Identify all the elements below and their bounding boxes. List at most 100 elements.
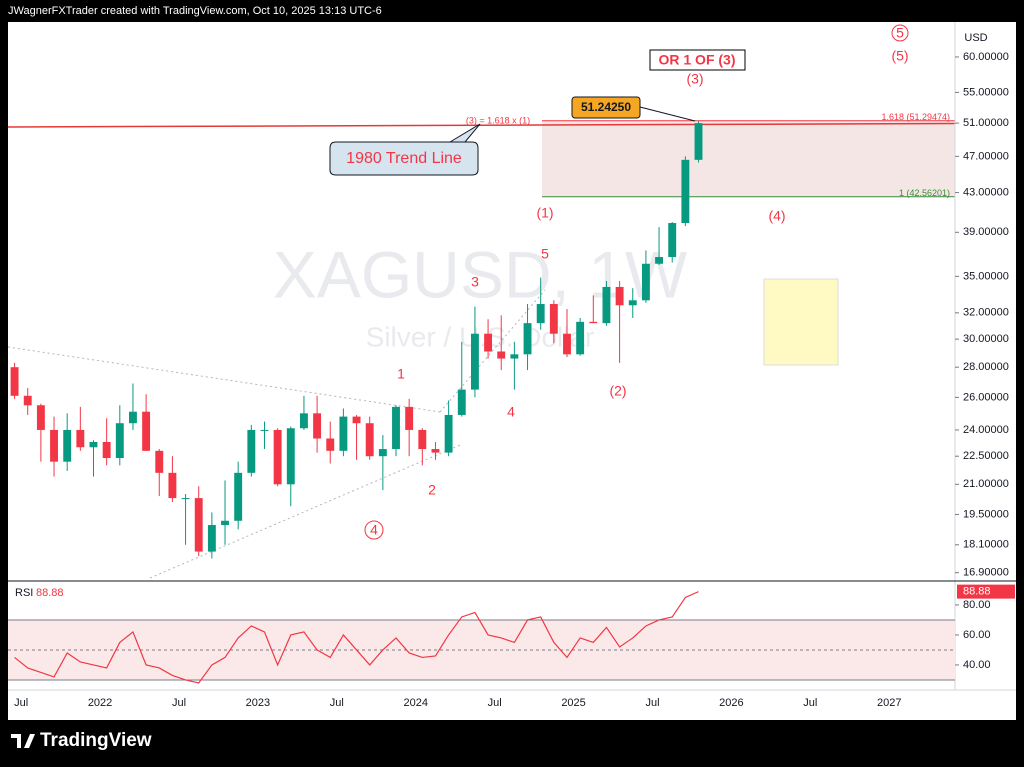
x-tick-label: Jul bbox=[645, 697, 659, 709]
candle-body bbox=[470, 333, 479, 390]
candle-body bbox=[155, 450, 164, 473]
x-tick-label: 2026 bbox=[719, 697, 743, 709]
y-tick-label: 24.00000 bbox=[963, 424, 1009, 436]
candle-body bbox=[168, 472, 177, 499]
x-tick-label: 2024 bbox=[403, 697, 427, 709]
watermark-subtitle: Silver / U.S. Dollar bbox=[366, 321, 595, 352]
callout-text: 1980 Trend Line bbox=[346, 150, 462, 167]
candle-body bbox=[536, 304, 545, 324]
candle-body bbox=[247, 429, 256, 473]
y-tick-label: 16.90000 bbox=[963, 567, 1009, 579]
candle-body bbox=[313, 413, 322, 439]
y-tick-label: 40.00 bbox=[963, 659, 991, 671]
wave-label: 2 bbox=[428, 482, 436, 498]
candle-body bbox=[89, 441, 98, 448]
footer-logo: TradingView bbox=[40, 730, 152, 751]
fib-zone: 1.618 (51.29474) 1 (42.56201) bbox=[542, 112, 955, 198]
rsi-value-label: 88.88 bbox=[963, 586, 991, 598]
wave-label: 3 bbox=[471, 274, 479, 290]
candle-body bbox=[655, 257, 664, 264]
candle-body bbox=[76, 429, 85, 448]
candle-body bbox=[260, 429, 269, 431]
wave-label: (5) bbox=[891, 48, 908, 64]
y-tick-label: 55.00000 bbox=[963, 86, 1009, 98]
candle-body bbox=[221, 520, 229, 526]
highlight-box bbox=[763, 278, 839, 366]
callout bbox=[329, 123, 481, 176]
x-tick-label: Jul bbox=[803, 697, 817, 709]
candles bbox=[10, 121, 703, 559]
x-tick-label: 2022 bbox=[88, 697, 112, 709]
header: JWagnerFXTrader created with TradingView… bbox=[8, 5, 382, 17]
price-label bbox=[571, 96, 641, 119]
y-tick-label: 30.00000 bbox=[963, 333, 1009, 345]
candle-body bbox=[484, 333, 493, 352]
y-tick-label: 19.50000 bbox=[963, 508, 1009, 520]
fib-shade bbox=[542, 120, 955, 197]
candle-body bbox=[299, 413, 308, 429]
candle-body bbox=[694, 123, 703, 160]
candle-body bbox=[339, 416, 348, 451]
rsi-value: 88.88 bbox=[36, 587, 64, 599]
candle-body bbox=[497, 351, 506, 359]
wave-label: 1 bbox=[397, 366, 405, 382]
x-tick-label: Jul bbox=[172, 697, 186, 709]
candle-body bbox=[431, 449, 440, 453]
y-tick-label: 60.00000 bbox=[963, 51, 1009, 63]
candle-body bbox=[194, 498, 203, 552]
x-tick-label: 2023 bbox=[246, 697, 270, 709]
candle-body bbox=[23, 395, 32, 406]
rsi-line bbox=[14, 591, 699, 684]
x-tick-label: Jul bbox=[14, 697, 28, 709]
y-tick-label: 35.00000 bbox=[963, 270, 1009, 282]
candle-body bbox=[510, 354, 519, 359]
candle-body bbox=[10, 367, 19, 396]
wave-label: 5 bbox=[541, 246, 549, 262]
y-axis-label: USD bbox=[964, 32, 987, 44]
y-tick-label: 39.00000 bbox=[963, 226, 1009, 238]
candle-body bbox=[549, 304, 558, 334]
candle-body bbox=[405, 406, 414, 430]
wave-label: (3) bbox=[686, 71, 703, 87]
logo-icon bbox=[11, 734, 35, 748]
candle-body bbox=[181, 498, 190, 500]
candle-body bbox=[681, 159, 690, 224]
y-tick-label: 21.00000 bbox=[963, 478, 1009, 490]
candle-body bbox=[576, 321, 585, 355]
x-tick-label: Jul bbox=[330, 697, 344, 709]
y-tick-label: 43.00000 bbox=[963, 186, 1009, 198]
x-tick-label: Jul bbox=[488, 697, 502, 709]
candle-body bbox=[142, 411, 151, 451]
rsi-value-box bbox=[957, 584, 1015, 599]
wave-label: 5 bbox=[896, 25, 904, 41]
candle-body bbox=[444, 414, 453, 453]
y-tick-label: 22.50000 bbox=[963, 450, 1009, 462]
candle-body bbox=[668, 223, 677, 258]
y-tick-label: 60.00 bbox=[963, 629, 991, 641]
candle-body bbox=[589, 321, 598, 324]
axes: Jul 2022 Jul 2023 Jul 2024 Jul 2025 Jul 2026 Jul 20… bbox=[14, 51, 1015, 709]
candle-body bbox=[392, 406, 400, 450]
circle bbox=[364, 520, 384, 540]
candle-body bbox=[129, 411, 137, 424]
y-tick-label: 26.00000 bbox=[963, 391, 1009, 403]
y-tick-label: 28.00000 bbox=[963, 361, 1009, 373]
candle-body bbox=[207, 525, 216, 552]
wave-label: (1) bbox=[536, 205, 553, 221]
y-tick-label: 80.00 bbox=[963, 599, 991, 611]
y-tick-label: 47.00000 bbox=[963, 150, 1009, 162]
wave-label: (4) bbox=[768, 208, 785, 224]
candle-body bbox=[273, 429, 282, 485]
fib-note: (3) = 1.618 x (1) bbox=[466, 115, 530, 125]
candle-body bbox=[352, 416, 361, 424]
candle-body bbox=[628, 300, 637, 306]
candle-body bbox=[63, 429, 72, 462]
candle-body bbox=[115, 423, 124, 459]
candle-body bbox=[457, 389, 466, 415]
note: OR 1 OF (3) bbox=[658, 52, 735, 68]
y-tick-label: 51.00000 bbox=[963, 117, 1009, 129]
candle-body bbox=[50, 429, 58, 462]
pointer bbox=[639, 106, 696, 122]
wave-label: 4 bbox=[507, 404, 515, 420]
